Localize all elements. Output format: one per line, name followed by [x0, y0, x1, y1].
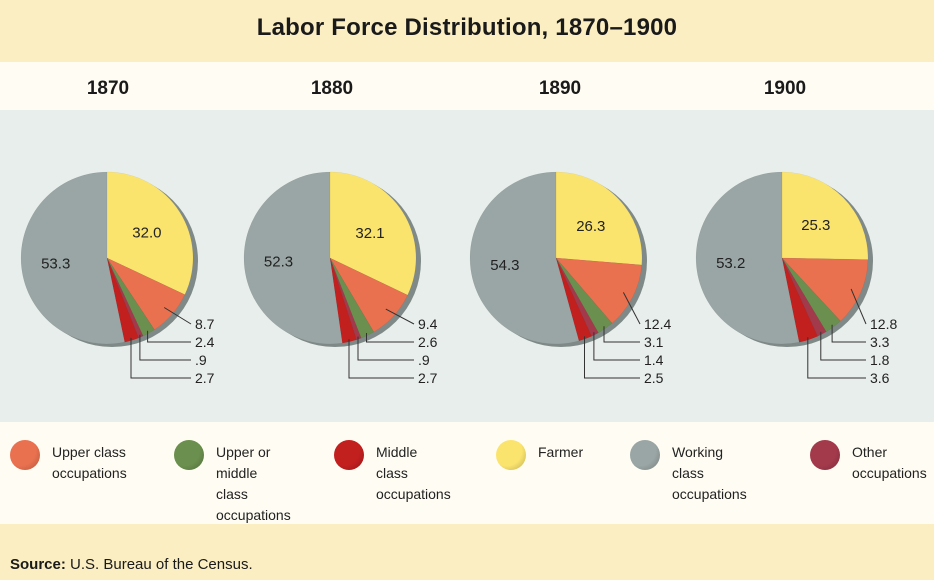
data-label-1900-other-occupations: 1.8 [870, 352, 890, 368]
pie-slice-1900-working-class-occupations [695, 171, 800, 345]
pie-slice-1880-working-class-occupations [243, 171, 343, 345]
leader-line-1890-upper-or-middle-class-occupations [603, 326, 640, 343]
source-text: U.S. Bureau of the Census. [70, 556, 253, 573]
pie-slice-1890-other-occupations [555, 257, 599, 337]
data-label-1890-upper-or-middle-class-occupations: 3.1 [644, 334, 664, 350]
source-note: Source: U.S. Bureau of the Census. [10, 556, 253, 573]
leader-line-1890-upper-class-occupations [622, 292, 641, 325]
data-label-1900-farmer: 25.3 [801, 217, 830, 234]
data-label-1870-working-class: 53.3 [41, 255, 70, 272]
leader-line-1870-upper-or-middle-class-occupations [147, 330, 191, 343]
pie-slice-1870-upper-or-middle-class-occupations [106, 257, 155, 337]
pie-slice-1900-upper-or-middle-class-occupations [781, 257, 841, 333]
legend-swatch-other [810, 440, 840, 470]
pie-title-1870: 1870 [86, 78, 130, 99]
legend-label-farmer: Farmer [538, 444, 584, 460]
data-label-1890-other-occupations: 1.4 [644, 352, 664, 368]
chart-title: Labor Force Distribution, 1870–1900 [256, 14, 678, 41]
leader-line-1900-upper-or-middle-class-occupations [831, 324, 866, 343]
data-label-1870-middle-class-occupations: 2.7 [195, 370, 215, 386]
pie-slice-1870-working-class-occupations [20, 171, 125, 345]
legend-swatch-middle-class [334, 440, 364, 470]
pie-slice-1890-middle-class-occupations [555, 257, 592, 342]
pie-slice-1900-other-occupations [781, 257, 827, 337]
leader-line-1880-upper-or-middle-class-occupations [366, 333, 414, 343]
data-label-1880-middle-class-occupations: 2.7 [418, 370, 438, 386]
pie-title-1900: 1900 [763, 78, 807, 99]
pie-slice-1880-upper-class-occupations [329, 257, 408, 333]
data-label-1880-working-class: 52.3 [264, 254, 293, 271]
data-label-1900-working-class: 53.2 [716, 255, 745, 272]
pie-slice-1900-farmer [781, 171, 869, 260]
pie-slice-1870-upper-class-occupations [106, 257, 186, 331]
pie-title-1880: 1880 [310, 78, 354, 99]
leader-line-1880-other-occupations [357, 336, 414, 361]
pie-slice-1890-upper-or-middle-class-occupations [555, 257, 613, 334]
leader-line-1900-other-occupations [820, 331, 866, 361]
data-label-1880-upper-class-occupations: 9.4 [418, 316, 438, 332]
pie-slice-1890-farmer [555, 171, 643, 266]
data-label-1890-farmer: 26.3 [576, 218, 605, 235]
legend-swatch-working-class [630, 440, 660, 470]
legend-swatch-farmer [496, 440, 526, 470]
pie-slice-1900-upper-class-occupations [781, 257, 869, 322]
data-label-1900-middle-class-occupations: 3.6 [870, 370, 890, 386]
data-label-1900-upper-class-occupations: 12.8 [870, 316, 897, 332]
leader-line-1890-middle-class-occupations [584, 336, 640, 379]
data-label-1870-upper-class-occupations: 8.7 [195, 316, 215, 332]
leader-line-1870-other-occupations [139, 334, 191, 361]
pie-slice-1880-other-occupations [329, 257, 362, 341]
data-label-1870-other-occupations: .9 [195, 352, 207, 368]
pie-slice-1880-upper-or-middle-class-occupations [329, 257, 375, 339]
legend-label-other: Other occupations [852, 444, 927, 481]
legend-swatch-upper-class [10, 440, 40, 470]
pie-slice-1870-farmer [106, 171, 194, 295]
pie-slice-1880-farmer [329, 171, 417, 296]
pie-slice-1880-middle-class-occupations [329, 257, 357, 344]
legend-swatch-upper-or-middle-class [174, 440, 204, 470]
legend-label-upper-or-middle-class: Upper or middle class occupations [216, 444, 291, 523]
data-label-1880-farmer: 32.1 [355, 225, 384, 242]
pie-slice-1890-working-class-occupations [469, 171, 580, 345]
data-label-1880-other-occupations: .9 [418, 352, 430, 368]
pie-slice-1900-middle-class-occupations [781, 257, 818, 343]
data-label-1870-farmer: 32.0 [132, 225, 161, 242]
leader-line-1880-middle-class-occupations [348, 339, 414, 379]
legend-label-working-class: Working class occupations [672, 444, 747, 502]
pie-slice-1890-upper-class-occupations [555, 257, 642, 324]
legend-label-middle-class: Middle class occupations [376, 444, 451, 502]
pie-slice-1870-middle-class-occupations [106, 257, 139, 343]
source-label: Source: [10, 556, 66, 573]
leader-line-1880-upper-class-occupations [385, 308, 415, 325]
data-label-1880-upper-or-middle-class-occupations: 2.6 [418, 334, 438, 350]
leader-line-1890-other-occupations [593, 332, 640, 361]
data-label-1890-working-class: 54.3 [490, 257, 519, 274]
data-label-1890-upper-class-occupations: 12.4 [644, 316, 671, 332]
pie-slice-1870-other-occupations [106, 257, 144, 339]
leader-line-1870-middle-class-occupations [130, 337, 191, 379]
leader-line-1900-upper-class-occupations [850, 288, 867, 325]
leader-line-1870-upper-class-occupations [163, 307, 192, 325]
data-label-1900-upper-or-middle-class-occupations: 3.3 [870, 334, 890, 350]
legend-label-upper-class: Upper class occupations [52, 444, 127, 481]
leader-line-1900-middle-class-occupations [807, 337, 866, 379]
pie-title-1890: 1890 [538, 78, 582, 99]
data-label-1890-middle-class-occupations: 2.5 [644, 370, 664, 386]
data-label-1870-upper-or-middle-class-occupations: 2.4 [195, 334, 215, 350]
